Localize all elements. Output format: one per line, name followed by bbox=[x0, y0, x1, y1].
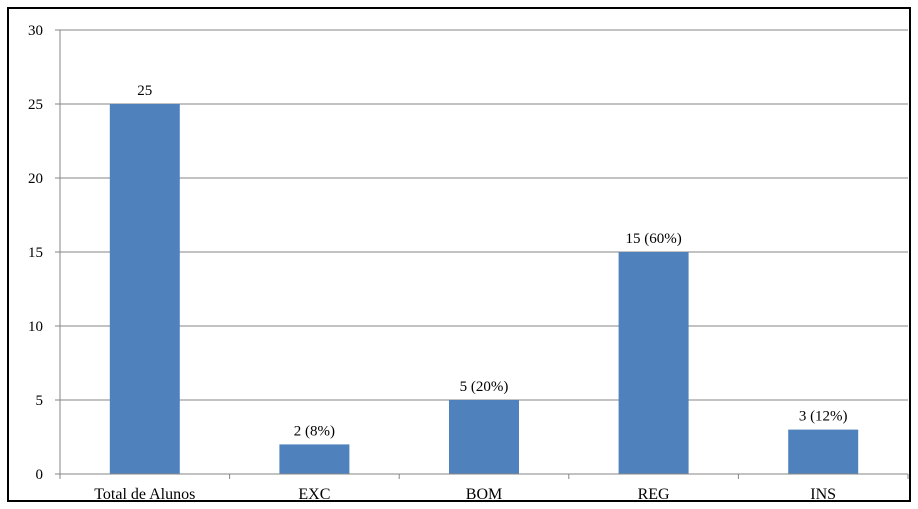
y-tick-labels: 0 5 10 15 20 25 30 bbox=[28, 23, 43, 483]
bars bbox=[109, 104, 859, 474]
bar bbox=[788, 429, 859, 474]
data-label: 15 (60%) bbox=[625, 231, 681, 247]
axes bbox=[55, 29, 909, 479]
bar bbox=[279, 444, 350, 474]
data-label: 3 (12%) bbox=[799, 409, 848, 425]
x-tick-label: REG bbox=[638, 486, 670, 503]
y-tick-label: 25 bbox=[28, 97, 43, 113]
x-tick-label: BOM bbox=[466, 486, 502, 503]
bar bbox=[618, 252, 689, 474]
data-labels: 25 2 (8%) 5 (20%) 15 (60%) 3 (12%) bbox=[137, 83, 847, 439]
y-tick-label: 30 bbox=[28, 23, 43, 39]
y-tick-label: 0 bbox=[36, 467, 44, 483]
bar bbox=[109, 104, 180, 474]
data-label: 5 (20%) bbox=[460, 379, 509, 395]
gridlines bbox=[60, 29, 908, 401]
y-tick-label: 10 bbox=[28, 319, 43, 335]
x-tick-label: INS bbox=[810, 486, 836, 503]
y-tick-label: 20 bbox=[28, 171, 43, 187]
y-tick-label: 15 bbox=[28, 245, 43, 261]
x-tick-labels: Total de Alunos EXC BOM REG INS bbox=[94, 486, 836, 503]
data-label: 2 (8%) bbox=[294, 423, 335, 439]
x-tick-label: Total de Alunos bbox=[94, 486, 195, 503]
x-tick-label: EXC bbox=[298, 486, 330, 503]
y-tick-label: 5 bbox=[36, 393, 44, 409]
bar bbox=[449, 400, 519, 474]
data-label: 25 bbox=[137, 83, 152, 99]
